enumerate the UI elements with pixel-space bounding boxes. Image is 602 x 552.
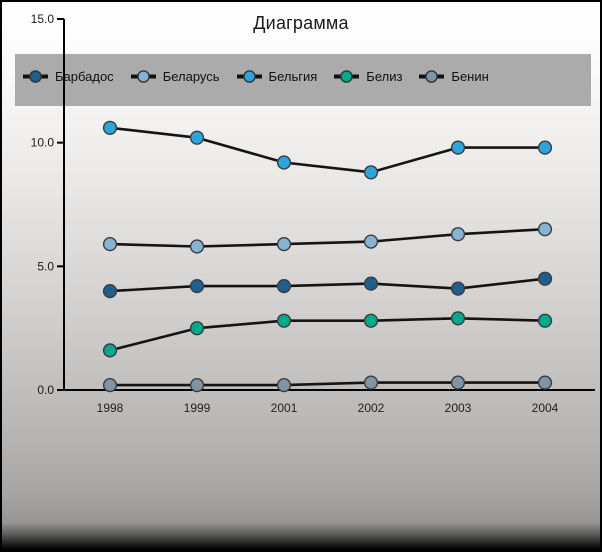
series-line-1 xyxy=(108,277,547,293)
legend-item-label: Беларусь xyxy=(162,68,220,84)
data-point-marker[interactable] xyxy=(276,237,292,252)
data-point-marker[interactable] xyxy=(189,130,205,145)
data-point-marker[interactable] xyxy=(363,313,379,328)
legend-item-4[interactable]: Белиз xyxy=(333,67,402,85)
data-point-marker[interactable] xyxy=(102,343,118,358)
data-point-marker[interactable] xyxy=(363,234,379,249)
x-category-label: 2003 xyxy=(445,401,472,415)
legend-item-3[interactable]: Бельгия xyxy=(236,67,318,85)
series-line-5 xyxy=(108,381,547,387)
data-point-marker[interactable] xyxy=(276,155,292,170)
data-point-marker[interactable] xyxy=(189,321,205,336)
data-point-marker[interactable] xyxy=(189,279,205,294)
x-category-label: 1999 xyxy=(184,401,211,415)
legend-item-label: Белиз xyxy=(366,68,403,84)
x-category-label: 2002 xyxy=(358,401,385,415)
series-line-3 xyxy=(108,126,547,174)
y-tick-label: 15.0 xyxy=(31,12,55,26)
data-point-marker[interactable] xyxy=(189,378,205,393)
data-point-marker[interactable] xyxy=(537,140,553,155)
series-line-4 xyxy=(108,316,547,352)
x-category-label: 2004 xyxy=(532,401,559,415)
series-marker-icon xyxy=(130,69,156,83)
series-marker-icon xyxy=(23,69,48,83)
data-point-marker[interactable] xyxy=(102,120,118,135)
data-point-marker[interactable] xyxy=(363,276,379,291)
data-point-marker[interactable] xyxy=(450,375,466,390)
y-tick-label: 0.0 xyxy=(37,383,54,397)
data-point-marker[interactable] xyxy=(189,239,205,254)
data-point-marker[interactable] xyxy=(102,284,118,299)
series-marker-icon xyxy=(419,69,445,83)
x-category-label: 2001 xyxy=(271,401,298,415)
line-chart-plot: 15.0 10.0 5.0 0.0 1998 1999 2001 2002 2003 2004 xyxy=(31,12,595,415)
y-tick-label: 10.0 xyxy=(31,136,55,150)
data-point-marker[interactable] xyxy=(276,279,292,294)
legend-item-2[interactable]: Беларусь xyxy=(130,67,220,85)
legend-item-1[interactable]: Барбадос xyxy=(22,67,114,85)
data-point-marker[interactable] xyxy=(276,378,292,393)
data-point-marker[interactable] xyxy=(450,311,466,326)
data-point-marker[interactable] xyxy=(363,165,379,180)
x-category-label: 1998 xyxy=(97,401,124,415)
data-point-marker[interactable] xyxy=(537,375,553,390)
series-marker-icon xyxy=(334,69,360,83)
data-point-marker[interactable] xyxy=(450,227,466,242)
data-point-marker[interactable] xyxy=(450,140,466,155)
data-point-marker[interactable] xyxy=(450,281,466,296)
data-point-marker[interactable] xyxy=(276,313,292,328)
data-point-marker[interactable] xyxy=(102,378,118,393)
legend-item-label: Бельгия xyxy=(268,68,318,84)
data-point-marker[interactable] xyxy=(102,237,118,252)
series-marker-icon xyxy=(236,69,262,83)
legend-item-5[interactable]: Бенин xyxy=(418,67,489,85)
data-point-marker[interactable] xyxy=(363,375,379,390)
series-line-2 xyxy=(108,227,547,248)
legend: Барбадос Беларусь Бельгия Белиз Бенин xyxy=(15,54,591,106)
data-point-marker[interactable] xyxy=(537,222,553,237)
legend-item-label: Бенин xyxy=(451,68,489,84)
data-point-marker[interactable] xyxy=(537,313,553,328)
data-point-marker[interactable] xyxy=(537,271,553,286)
y-tick-label: 5.0 xyxy=(37,259,54,273)
legend-item-label: Барбадос xyxy=(55,68,114,84)
chart-title: Диаграмма xyxy=(253,13,349,33)
